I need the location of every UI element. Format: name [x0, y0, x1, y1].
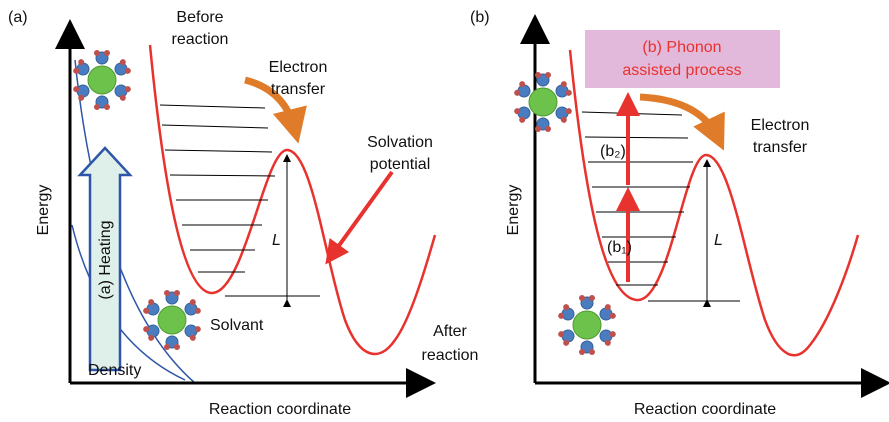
transfer-label: transfer — [271, 81, 326, 98]
density-label: Density — [88, 362, 141, 379]
barrier-label: L — [272, 232, 281, 249]
y-axis-label: Energy — [35, 185, 52, 236]
panel-a: (a) Before reaction Electron transfer So… — [8, 9, 478, 418]
x-axis-label: Reaction coordinate — [634, 401, 776, 418]
transfer-label: Electron — [751, 117, 810, 134]
before-label: reaction — [172, 31, 229, 48]
step-label: (b₁) — [607, 239, 632, 256]
y-axis-label: Energy — [505, 185, 522, 236]
figure: (a) Before reaction Electron transfer So… — [0, 0, 889, 422]
step-label: (b₂) — [600, 143, 626, 160]
heating-label: (a) Heating — [97, 220, 114, 299]
x-axis-label: Reaction coordinate — [209, 401, 351, 418]
after-label: After — [433, 323, 467, 340]
process-label: (b) Phonon — [642, 39, 721, 56]
transfer-label: transfer — [753, 139, 808, 156]
transfer-label: Electron — [269, 59, 328, 76]
solvation-label: potential — [370, 156, 431, 173]
panel-label: (b) — [470, 9, 490, 26]
panel-b: (b) (b) Phonon assisted process Electron… — [470, 9, 885, 418]
before-label: Before — [176, 9, 223, 26]
barrier-label: L — [714, 232, 723, 249]
process-label: assisted process — [622, 62, 741, 79]
solvant-label: Solvant — [210, 317, 264, 334]
solvation-label: Solvation — [367, 134, 433, 151]
panel-label: (a) — [8, 9, 28, 26]
after-label: reaction — [422, 347, 479, 364]
